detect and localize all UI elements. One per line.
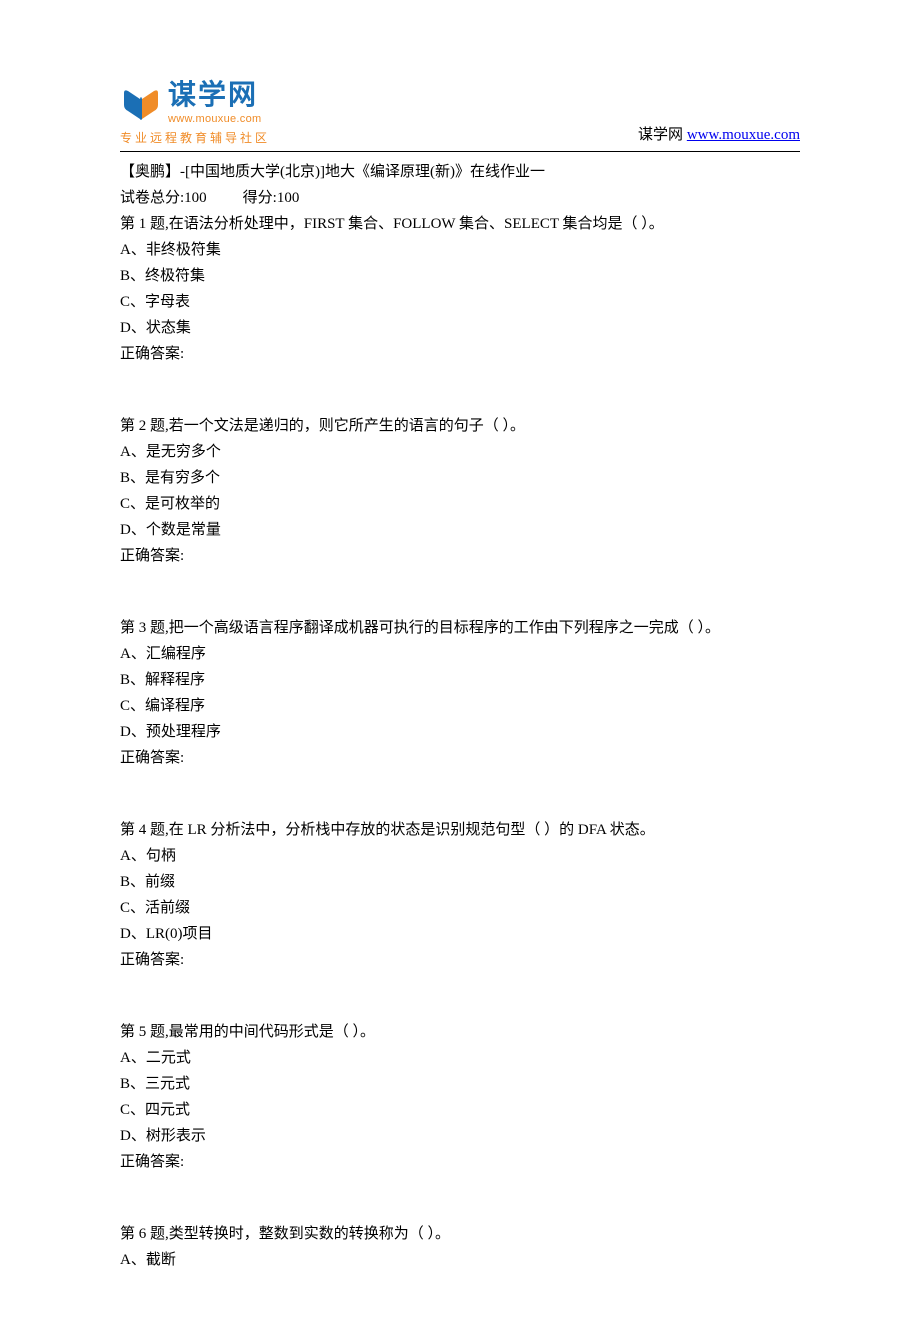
option-d: D、LR(0)项目 (120, 922, 800, 946)
question-5: 第 5 题,最常用的中间代码形式是（ ）。 A、二元式 B、三元式 C、四元式 … (120, 1020, 800, 1174)
option-c: C、活前缀 (120, 896, 800, 920)
option-a: A、是无穷多个 (120, 440, 800, 464)
question-text: 第 3 题,把一个高级语言程序翻译成机器可执行的目标程序的工作由下列程序之一完成… (120, 616, 800, 640)
question-text: 第 1 题,在语法分析处理中，FIRST 集合、FOLLOW 集合、SELECT… (120, 212, 800, 236)
option-c: C、编译程序 (120, 694, 800, 718)
option-b: B、三元式 (120, 1072, 800, 1096)
book-logo-icon (120, 85, 162, 123)
content: 【奥鹏】-[中国地质大学(北京)]地大《编译原理(新)》在线作业一 试卷总分:1… (120, 160, 800, 1272)
page: 谋学网 www.mouxue.com 专业远程教育辅导社区 谋学网 www.mo… (0, 0, 920, 1334)
logo-row: 谋学网 www.mouxue.com (120, 80, 270, 128)
logo-main-text: 谋学网 (168, 80, 261, 111)
exam-title: 【奥鹏】-[中国地质大学(北京)]地大《编译原理(新)》在线作业一 (120, 160, 800, 184)
answer-label: 正确答案: (120, 342, 800, 366)
logo-tagline: 专业远程教育辅导社区 (120, 129, 270, 148)
answer-label: 正确答案: (120, 1150, 800, 1174)
logo-block: 谋学网 www.mouxue.com 专业远程教育辅导社区 (120, 80, 270, 149)
score-line: 试卷总分:100 得分:100 (120, 186, 800, 210)
answer-label: 正确答案: (120, 948, 800, 972)
option-b: B、解释程序 (120, 668, 800, 692)
question-1: 第 1 题,在语法分析处理中，FIRST 集合、FOLLOW 集合、SELECT… (120, 212, 800, 366)
header-right-prefix: 谋学网 (638, 127, 687, 143)
option-d: D、个数是常量 (120, 518, 800, 542)
option-c: C、是可枚举的 (120, 492, 800, 516)
option-a: A、汇编程序 (120, 642, 800, 666)
option-a: A、非终极符集 (120, 238, 800, 262)
option-d: D、树形表示 (120, 1124, 800, 1148)
option-d: D、状态集 (120, 316, 800, 340)
option-d: D、预处理程序 (120, 720, 800, 744)
option-c: C、字母表 (120, 290, 800, 314)
header-link[interactable]: www.mouxue.com (687, 127, 800, 143)
option-c: C、四元式 (120, 1098, 800, 1122)
logo-url-text: www.mouxue.com (168, 111, 261, 129)
question-6: 第 6 题,类型转换时，整数到实数的转换称为（ ）。 A、截断 (120, 1222, 800, 1272)
header-right: 谋学网 www.mouxue.com (638, 123, 800, 149)
question-3: 第 3 题,把一个高级语言程序翻译成机器可执行的目标程序的工作由下列程序之一完成… (120, 616, 800, 770)
question-text: 第 6 题,类型转换时，整数到实数的转换称为（ ）。 (120, 1222, 800, 1246)
answer-label: 正确答案: (120, 544, 800, 568)
question-4: 第 4 题,在 LR 分析法中，分析栈中存放的状态是识别规范句型（ ）的 DFA… (120, 818, 800, 972)
question-text: 第 4 题,在 LR 分析法中，分析栈中存放的状态是识别规范句型（ ）的 DFA… (120, 818, 800, 842)
score-total: 试卷总分:100 (120, 190, 207, 206)
option-b: B、前缀 (120, 870, 800, 894)
question-text: 第 5 题,最常用的中间代码形式是（ ）。 (120, 1020, 800, 1044)
option-b: B、是有穷多个 (120, 466, 800, 490)
option-b: B、终极符集 (120, 264, 800, 288)
logo-text-block: 谋学网 www.mouxue.com (168, 80, 261, 128)
option-a: A、句柄 (120, 844, 800, 868)
score-got: 得分:100 (243, 190, 300, 206)
option-a: A、二元式 (120, 1046, 800, 1070)
page-header: 谋学网 www.mouxue.com 专业远程教育辅导社区 谋学网 www.mo… (120, 80, 800, 152)
question-2: 第 2 题,若一个文法是递归的，则它所产生的语言的句子（ ）。 A、是无穷多个 … (120, 414, 800, 568)
answer-label: 正确答案: (120, 746, 800, 770)
option-a: A、截断 (120, 1248, 800, 1272)
question-text: 第 2 题,若一个文法是递归的，则它所产生的语言的句子（ ）。 (120, 414, 800, 438)
